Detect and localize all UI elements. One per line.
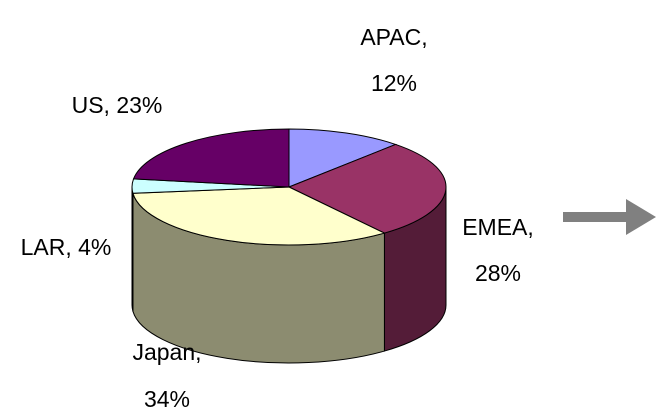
data-label-lar: LAR, 4%: [21, 234, 112, 260]
pie-sides: [131, 186, 447, 364]
right-arrow-icon: [563, 199, 656, 235]
pie-side-lar: [131, 186, 134, 312]
data-label-apac-line-1: APAC,: [360, 24, 427, 50]
arrow-shaft: [563, 212, 629, 222]
pie-tops: [131, 128, 447, 246]
data-label-us: US, 23%: [72, 92, 163, 118]
pie-slice-japan: [132, 186, 386, 246]
data-label-emea-line-2: 28%: [475, 260, 521, 286]
pie-labels: APAC, 12% EMEA, 28% Japan, 34% LAR, 4% US, 23%: [21, 24, 534, 412]
pie-slice-us: [132, 128, 290, 188]
data-label-apac-line-2: 12%: [371, 70, 417, 96]
arrow-head: [626, 199, 656, 235]
data-label-japan-line-1: Japan,: [132, 339, 201, 365]
data-label-japan-line-2: 34%: [144, 386, 190, 412]
data-label-emea-line-1: EMEA,: [462, 214, 534, 240]
pie-slice-apac: [288, 128, 398, 188]
pie-slice-emea: [287, 143, 447, 234]
